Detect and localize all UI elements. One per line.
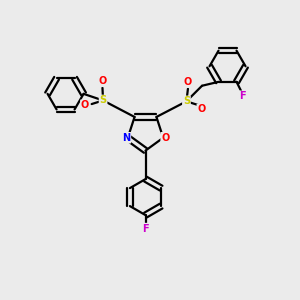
- Text: S: S: [100, 95, 106, 106]
- Text: O: O: [98, 76, 106, 86]
- Text: O: O: [184, 77, 192, 87]
- Text: S: S: [183, 96, 190, 106]
- Text: O: O: [161, 133, 170, 143]
- Text: F: F: [142, 224, 149, 234]
- Text: N: N: [122, 133, 130, 143]
- Text: O: O: [197, 104, 206, 115]
- Text: F: F: [239, 91, 246, 101]
- Text: O: O: [81, 100, 89, 110]
